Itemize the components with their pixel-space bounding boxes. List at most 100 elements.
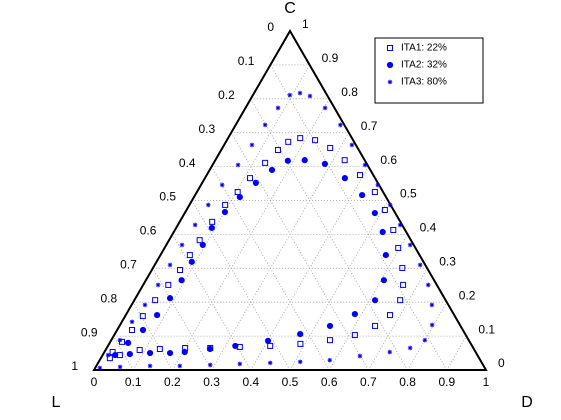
data-point [284, 157, 291, 164]
grid-line [270, 64, 448, 371]
l-tick-label: 0.8 [101, 291, 118, 305]
d-tick-label: 0.2 [164, 375, 181, 389]
data-point [327, 357, 333, 363]
data-point [152, 297, 159, 304]
data-point [297, 340, 304, 347]
data-point [264, 337, 272, 344]
c-tick-label: 0.7 [361, 119, 378, 133]
l-tick-label: 0.3 [199, 122, 216, 136]
l-tick-label: 0.2 [218, 88, 235, 102]
grid-line [446, 335, 467, 371]
data-point [321, 160, 328, 167]
data-point [275, 105, 281, 111]
data-point [186, 252, 193, 259]
data-point [395, 244, 402, 251]
data-point [399, 264, 406, 271]
data-point [117, 364, 123, 370]
l-tick-label: 0.7 [120, 257, 137, 271]
l-tick-label: 0.5 [159, 190, 176, 204]
c-tick-label: 0.3 [439, 254, 456, 268]
legend-marker [387, 79, 393, 85]
data-point [417, 262, 423, 268]
data-point [351, 332, 358, 339]
data-point [382, 251, 389, 259]
data-point [188, 258, 195, 265]
grid-line [152, 268, 212, 371]
data-point [166, 295, 174, 302]
data-point [221, 208, 229, 216]
data-point [154, 311, 161, 319]
d-tick-label: 0.3 [203, 375, 220, 389]
data-point [287, 92, 293, 98]
grid-line [172, 234, 252, 371]
l-tick-label: 0 [267, 20, 274, 34]
data-point [371, 189, 378, 196]
data-point [307, 93, 313, 99]
data-point [199, 241, 206, 249]
data-point [129, 319, 135, 325]
legend-marker [386, 61, 394, 69]
data-point [267, 342, 274, 349]
data-point [166, 349, 174, 357]
data-point [390, 226, 397, 233]
data-point [381, 206, 388, 213]
data-point [177, 363, 183, 369]
c-tick-label: 0.5 [400, 187, 417, 201]
data-point [386, 312, 393, 319]
data-point [196, 237, 203, 244]
data-point [397, 222, 403, 228]
data-point [326, 322, 334, 330]
data-point [142, 302, 148, 308]
data-point [97, 365, 103, 371]
data-point [126, 350, 133, 358]
data-point [285, 138, 292, 145]
l-tick-label: 0.1 [238, 54, 255, 68]
data-point [112, 351, 119, 359]
data-point [105, 352, 111, 358]
data-point [387, 349, 393, 355]
data-point [235, 162, 241, 168]
data-point [351, 310, 358, 318]
grid-line [368, 268, 428, 371]
data-point [252, 179, 259, 186]
data-point [297, 330, 304, 338]
data-point [262, 122, 268, 128]
data-point [387, 202, 393, 208]
data-point [129, 326, 136, 333]
axis-label-c: C [284, 0, 296, 17]
l-tick-label: 0.9 [81, 325, 98, 339]
axis-label-d: D [521, 394, 533, 411]
data-point [275, 146, 282, 153]
data-point [192, 222, 198, 228]
data-point [297, 359, 303, 365]
data-point [400, 281, 407, 288]
data-point [267, 360, 273, 366]
d-tick-label: 0.4 [242, 375, 259, 389]
data-point [155, 282, 161, 288]
grid-line [113, 335, 134, 371]
data-point [356, 172, 363, 179]
d-tick-label: 0.1 [125, 375, 142, 389]
d-tick-label: 0.6 [321, 375, 338, 389]
data-point [312, 137, 319, 144]
data-point [236, 194, 243, 201]
data-point [297, 90, 303, 96]
d-tick-label: 1 [483, 375, 490, 389]
grid-line [230, 132, 369, 371]
d-tick-label: 0.7 [360, 375, 377, 389]
data-point [326, 337, 333, 344]
data-point [327, 144, 334, 151]
c-tick-label: 1 [302, 17, 309, 31]
data-point [139, 313, 146, 320]
c-tick-label: 0.9 [322, 51, 339, 65]
data-point [156, 345, 163, 352]
l-tick-label: 0.6 [140, 224, 157, 238]
triangle-frame [92, 29, 488, 371]
grid-line [132, 301, 173, 371]
grid-line [289, 200, 389, 371]
data-point [371, 297, 379, 304]
legend-label: ITA3: 80% [401, 77, 447, 88]
data-point [262, 159, 269, 166]
data-point [379, 228, 386, 236]
